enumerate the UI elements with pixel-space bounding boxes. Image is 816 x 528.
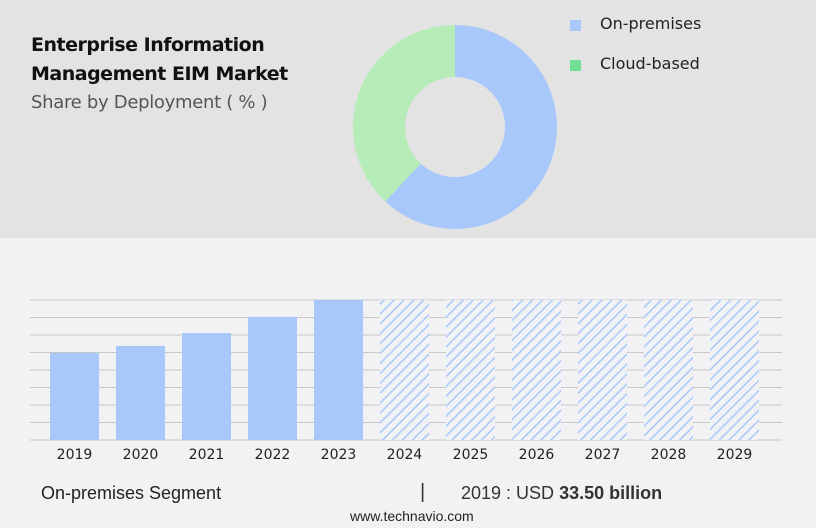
- bar-2022: [248, 316, 297, 440]
- bar-chart: [50, 300, 759, 440]
- legend-swatch: [570, 60, 581, 71]
- bar-2027: [578, 300, 627, 440]
- segment-label: On-premises Segment: [41, 483, 222, 503]
- x-tick-label: 2020: [123, 447, 159, 463]
- bar-2025: [446, 300, 495, 440]
- x-axis-labels: 2019 2020 2021 2022 2023 2024 2025 2026 2027 2028…: [57, 447, 753, 463]
- x-tick-label: 2025: [453, 447, 489, 463]
- x-tick-label: 2027: [585, 447, 621, 463]
- chart-subtitle: Share by Deployment ( % ): [31, 92, 268, 113]
- x-tick-label: 2019: [57, 447, 93, 463]
- bar-2020: [116, 345, 165, 440]
- bar-2028: [644, 300, 693, 440]
- title-line-1: Enterprise Information: [31, 34, 265, 56]
- legend-label: On-premises: [600, 14, 702, 33]
- legend-swatch: [570, 20, 581, 31]
- bar-2029: [710, 300, 759, 440]
- donut-chart: [353, 25, 558, 229]
- donut-legend: On-premises Cloud-based: [570, 14, 770, 94]
- chart-title: Enterprise Information Management EIM Ma…: [31, 31, 288, 89]
- donut-slice-cloud-based: [353, 25, 455, 202]
- x-tick-label: 2029: [717, 447, 753, 463]
- donut-slice-on-premises: [385, 25, 558, 229]
- bar-2024: [380, 300, 429, 440]
- x-tick-label: 2021: [189, 447, 225, 463]
- legend-item-on-premises: On-premises: [570, 14, 770, 54]
- x-tick-label: 2023: [321, 447, 357, 463]
- segment-value: 2019 : USD 33.50 billion: [461, 483, 662, 504]
- value-amount: 33.50 billion: [559, 483, 663, 503]
- x-tick-label: 2024: [387, 447, 423, 463]
- legend-item-cloud-based: Cloud-based: [570, 54, 770, 94]
- bar-2019: [50, 352, 99, 440]
- separator: |: [420, 481, 426, 503]
- website-link[interactable]: www.technavio.com: [350, 508, 474, 524]
- x-tick-label: 2026: [519, 447, 555, 463]
- x-tick-label: 2028: [651, 447, 687, 463]
- value-prefix: 2019 : USD: [461, 483, 555, 503]
- legend-label: Cloud-based: [600, 54, 700, 73]
- title-line-2: Management EIM Market: [31, 63, 288, 85]
- bar-2026: [512, 300, 561, 440]
- bar-2021: [182, 332, 231, 440]
- bar-2023: [314, 300, 363, 440]
- x-tick-label: 2022: [255, 447, 291, 463]
